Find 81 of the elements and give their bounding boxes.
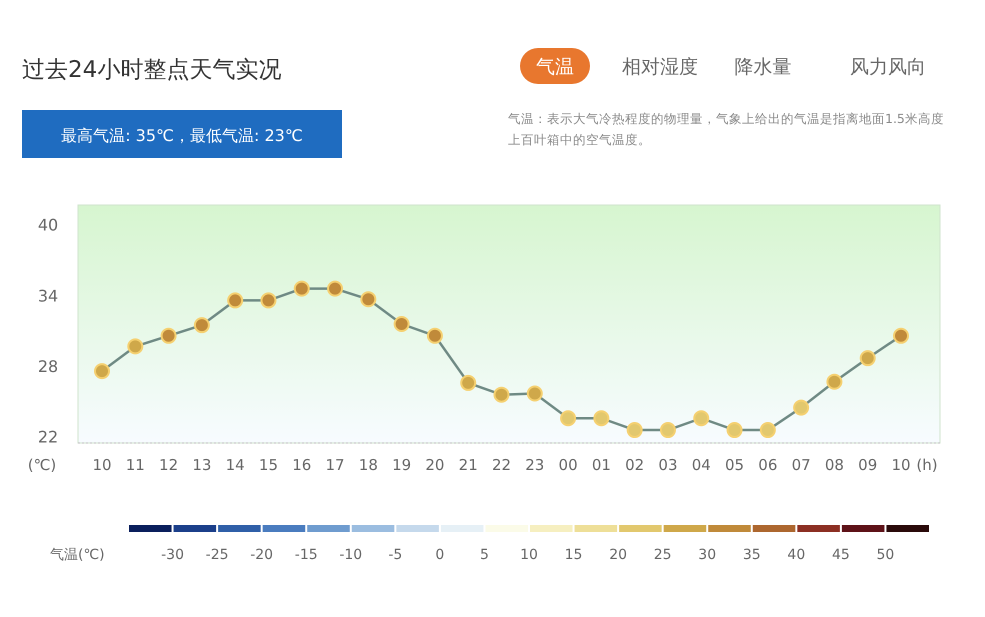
point — [494, 386, 510, 403]
x-tick-label: 05 — [724, 456, 744, 474]
point — [693, 410, 710, 426]
point — [526, 386, 543, 402]
x-tick-label: 10 — [891, 456, 911, 474]
y-tick-label: 34 — [38, 286, 58, 306]
point — [160, 328, 177, 344]
color-bar-label: 50 — [876, 547, 894, 563]
color-bar-label: 0 — [435, 547, 444, 563]
y-tick-label: 22 — [38, 428, 58, 447]
x-tick-label: 17 — [325, 456, 345, 474]
x-tick-label: 06 — [758, 456, 778, 474]
x-tick-label: 22 — [492, 456, 512, 474]
point — [560, 410, 576, 426]
x-tick-label: 16 — [292, 456, 312, 474]
text: 风力风向 — [850, 56, 926, 78]
x-tick-label: 19 — [392, 456, 412, 474]
x-tick-label: 09 — [858, 456, 878, 474]
color-bar-label: 45 — [832, 547, 850, 563]
point — [593, 410, 610, 426]
point — [426, 328, 443, 344]
x-tick-label: 04 — [692, 456, 711, 474]
point — [726, 422, 743, 438]
point — [294, 280, 310, 297]
point — [626, 422, 643, 438]
color-bar-label: 5 — [480, 547, 489, 563]
color-bar-label: -30 — [161, 547, 184, 563]
x-tick-label: 07 — [792, 456, 811, 474]
color-bar-label: -25 — [206, 547, 229, 563]
color-bar-label: 30 — [698, 547, 716, 563]
point — [227, 292, 244, 308]
x-tick-label: 01 — [592, 456, 611, 474]
chart-title: 过去24小时整点天气实况 — [22, 57, 282, 83]
y-tick-label: 28 — [38, 357, 58, 376]
color-bar-label: 20 — [609, 547, 628, 563]
x-tick-label: 15 — [258, 456, 278, 474]
color-bar-label: 25 — [654, 547, 672, 563]
point — [260, 292, 276, 308]
x-tick-label: 21 — [458, 456, 478, 474]
y-tick-label: 40 — [38, 216, 58, 235]
point — [826, 374, 842, 390]
point — [893, 328, 909, 344]
x-tick-label: 03 — [658, 456, 678, 474]
color-bar-label: -10 — [339, 547, 362, 563]
color-bar-label: -20 — [250, 547, 274, 563]
x-tick-label: 10 — [92, 456, 112, 474]
color-bar-label: 35 — [742, 547, 761, 563]
text: 降水量 — [734, 56, 792, 78]
color-bar-label: 15 — [564, 547, 582, 563]
x-tick-label: 12 — [159, 456, 178, 474]
text: 气温 — [536, 56, 574, 78]
point — [460, 374, 476, 391]
point — [127, 338, 144, 354]
point — [327, 280, 344, 297]
point — [760, 422, 776, 438]
point — [394, 316, 410, 332]
x-tick-label: 14 — [226, 456, 245, 474]
text: 气温：表示大气冷热程度的物理量，气象上给出的气温是指离地面1.5米高度上百叶箱中的空气温度。 — [508, 110, 945, 149]
point — [360, 291, 376, 308]
point — [660, 422, 676, 438]
color-bar-label: 10 — [520, 547, 538, 563]
point — [860, 350, 876, 366]
x-tick-label: 00 — [558, 456, 578, 474]
x-tick-label: 20 — [425, 456, 444, 474]
color-bar-label: 40 — [787, 547, 806, 563]
text: 相对湿度 — [622, 56, 698, 78]
x-tick-label: 23 — [525, 456, 544, 474]
x-tick-label: 18 — [358, 456, 378, 474]
x-tick-label: 02 — [625, 456, 644, 474]
color-bar-title: 气温(℃) — [50, 547, 105, 563]
point — [94, 363, 110, 380]
color-bar-label: -15 — [294, 547, 318, 563]
x-tick-label: 13 — [192, 456, 212, 474]
point — [194, 317, 210, 334]
chart-subtitle: 最高气温: 35℃，最低气温: 23℃ — [61, 126, 303, 145]
x-axis-title: (h) — [916, 456, 938, 474]
y-axis-title: (℃) — [28, 456, 56, 474]
color-bar-label: -5 — [388, 547, 402, 563]
x-tick-label: 08 — [824, 456, 844, 474]
point — [793, 400, 810, 416]
x-tick-label: 11 — [126, 456, 145, 474]
